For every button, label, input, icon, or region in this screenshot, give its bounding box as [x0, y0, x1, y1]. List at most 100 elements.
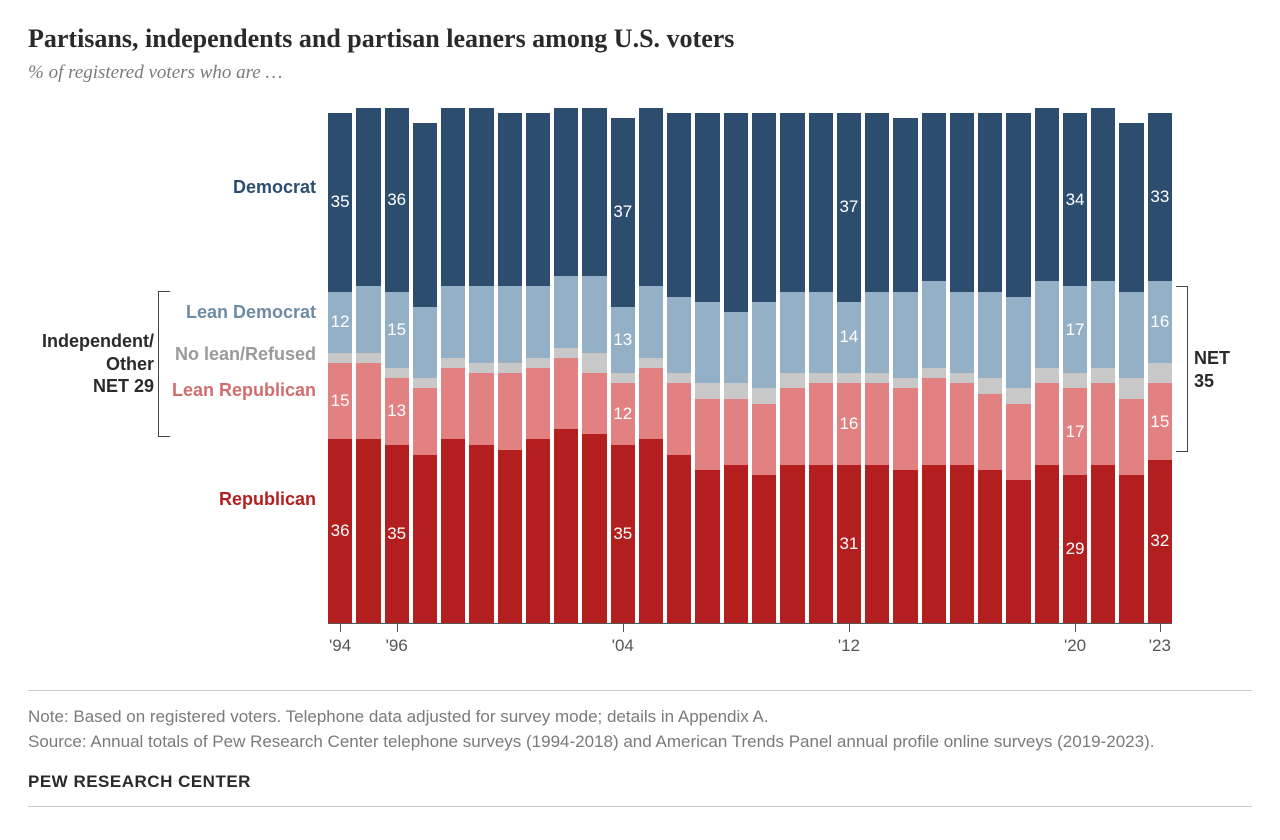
bar: 36151335 — [385, 108, 409, 623]
segment-democrat — [865, 113, 889, 292]
legend-label-lean_rep: Lean Republican — [172, 380, 316, 401]
segment-republican — [1091, 465, 1115, 623]
segment-lean_dem — [356, 286, 380, 352]
bar — [554, 108, 578, 623]
segment-no_lean — [752, 388, 776, 403]
segment-democrat — [809, 113, 833, 292]
segment-democrat — [922, 113, 946, 281]
bracket-left — [158, 291, 170, 437]
segment-republican — [469, 445, 493, 624]
segment-republican — [582, 434, 606, 623]
attribution: PEW RESEARCH CENTER — [28, 772, 1252, 807]
segment-no_lean — [809, 373, 833, 383]
x-axis: '94'96'04'12'20'23 — [328, 636, 1172, 656]
segment-no_lean — [724, 383, 748, 398]
segment-no_lean — [582, 353, 606, 373]
segment-democrat — [498, 113, 522, 286]
segment-democrat: 37 — [611, 118, 635, 307]
segment-no_lean — [1119, 378, 1143, 398]
segment-democrat — [978, 113, 1002, 292]
x-tick — [1119, 636, 1143, 656]
segment-republican — [413, 455, 437, 623]
segment-democrat: 37 — [837, 113, 861, 302]
segment-lean_rep — [526, 368, 550, 439]
segment-lean_dem — [498, 286, 522, 363]
segment-lean_rep: 16 — [837, 383, 861, 465]
bar — [639, 108, 663, 623]
segment-lean_dem — [1035, 281, 1059, 368]
segment-lean_dem: 16 — [1148, 281, 1172, 363]
segment-democrat — [950, 113, 974, 292]
segment-lean_rep — [498, 373, 522, 450]
net-right: NET35 — [1172, 104, 1252, 656]
segment-no_lean — [639, 358, 663, 368]
segment-lean_dem — [865, 292, 889, 374]
segment-no_lean — [611, 373, 635, 383]
x-tick: '23 — [1148, 636, 1172, 656]
segment-lean_dem — [469, 286, 493, 363]
segment-lean_dem — [950, 292, 974, 374]
segment-democrat: 33 — [1148, 113, 1172, 281]
x-tick — [469, 636, 493, 656]
segment-no_lean — [1091, 368, 1115, 383]
segment-republican: 29 — [1063, 475, 1087, 623]
segment-lean_dem — [978, 292, 1002, 379]
segment-lean_rep — [865, 383, 889, 465]
x-tick: '94 — [328, 636, 352, 656]
bar — [780, 113, 804, 623]
segment-lean_rep — [356, 363, 380, 440]
segment-no_lean — [978, 378, 1002, 393]
segment-democrat — [724, 113, 748, 312]
bar — [865, 113, 889, 623]
segment-lean_dem — [526, 286, 550, 357]
x-tick — [978, 636, 1002, 656]
segment-republican — [978, 470, 1002, 623]
segment-lean_rep: 12 — [611, 383, 635, 444]
segment-democrat — [582, 108, 606, 276]
bar — [667, 113, 691, 623]
x-tick — [1006, 636, 1030, 656]
segment-democrat — [526, 113, 550, 286]
segment-no_lean — [1035, 368, 1059, 383]
segment-republican: 36 — [328, 439, 352, 623]
x-tick — [582, 636, 606, 656]
net-left-label: Independent/OtherNET 29 — [42, 330, 154, 398]
x-tick — [809, 636, 833, 656]
segment-no_lean — [865, 373, 889, 383]
segment-democrat — [752, 113, 776, 302]
legend-label-lean_dem: Lean Democrat — [186, 302, 316, 323]
bar — [752, 113, 776, 623]
segment-democrat — [1035, 108, 1059, 281]
segment-no_lean — [950, 373, 974, 383]
x-tick: '12 — [837, 636, 861, 656]
segment-no_lean — [441, 358, 465, 368]
x-tick — [950, 636, 974, 656]
x-tick: '96 — [385, 636, 409, 656]
segment-lean_dem — [752, 302, 776, 389]
segment-democrat — [695, 113, 719, 302]
segment-no_lean — [893, 378, 917, 388]
legend-label-democrat: Democrat — [233, 177, 316, 198]
segment-republican — [950, 465, 974, 623]
segment-democrat — [554, 108, 578, 276]
segment-republican — [695, 470, 719, 623]
segment-republican — [667, 455, 691, 623]
segment-republican — [780, 465, 804, 623]
segment-lean_dem — [1006, 297, 1030, 389]
segment-lean_rep — [752, 404, 776, 475]
bar: 37141631 — [837, 113, 861, 623]
segment-republican — [922, 465, 946, 623]
bar — [498, 113, 522, 623]
segment-democrat — [413, 123, 437, 307]
segment-lean_rep: 15 — [1148, 383, 1172, 460]
segment-lean_rep — [582, 373, 606, 434]
x-tick: '20 — [1063, 636, 1087, 656]
segment-democrat — [469, 108, 493, 287]
segment-lean_dem — [1119, 292, 1143, 379]
segment-lean_rep — [950, 383, 974, 465]
segment-lean_rep: 15 — [328, 363, 352, 440]
segment-democrat — [356, 108, 380, 287]
segment-lean_dem — [809, 292, 833, 374]
segment-lean_rep: 17 — [1063, 388, 1087, 475]
bar — [978, 113, 1002, 623]
